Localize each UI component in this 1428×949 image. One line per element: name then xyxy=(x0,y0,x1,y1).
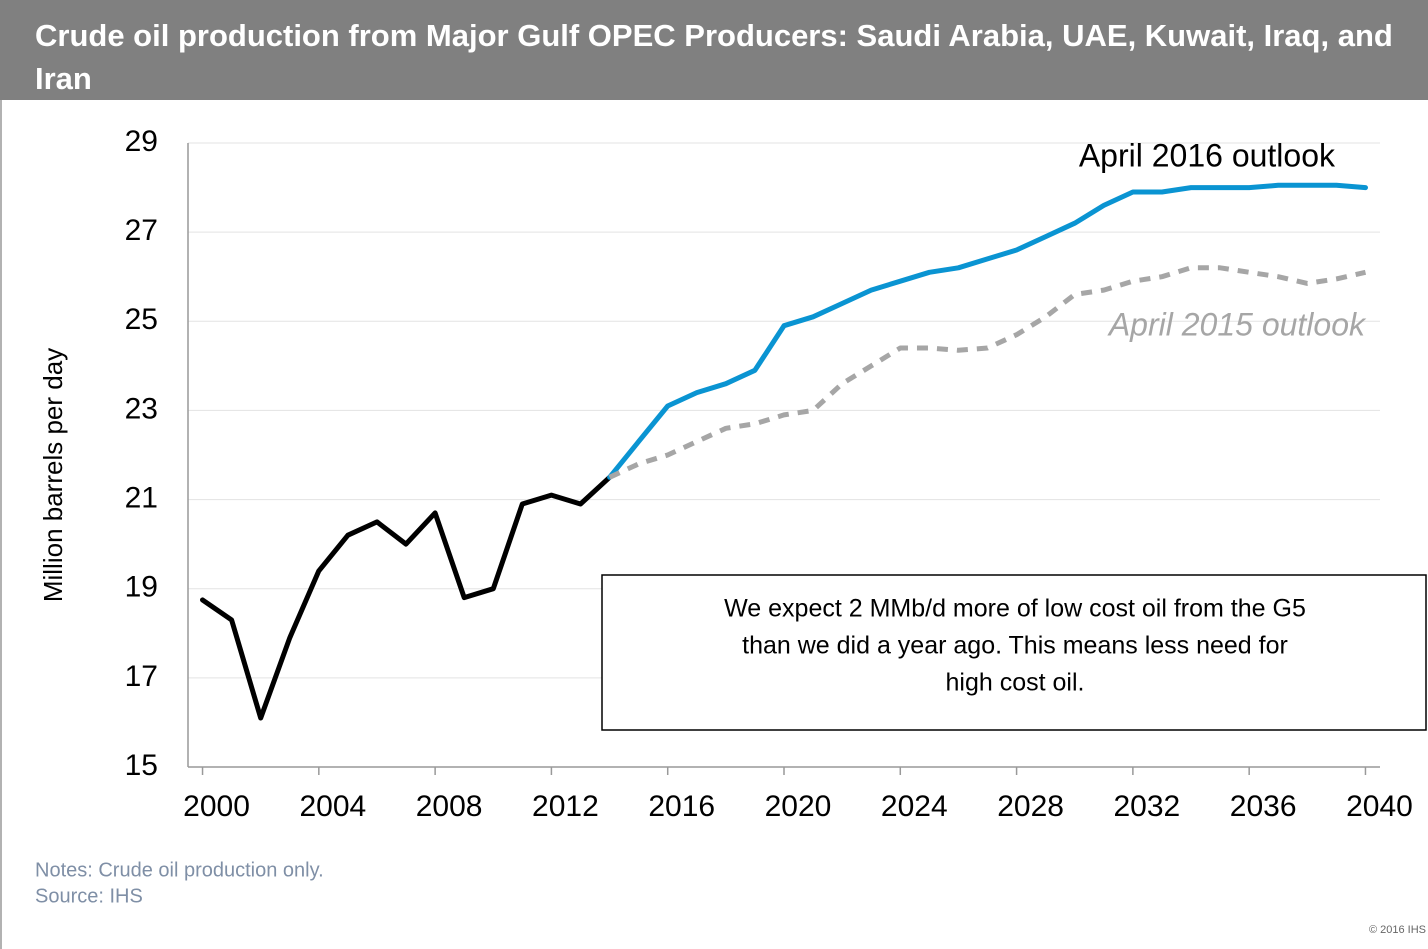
chart-title: Crude oil production from Major Gulf OPE… xyxy=(35,18,1393,96)
annotation-text: high cost oil. xyxy=(946,669,1085,697)
series-line xyxy=(200,474,613,721)
y-tick-label: 25 xyxy=(125,303,158,336)
annotation-text: than we did a year ago. This means less … xyxy=(742,632,1288,660)
x-tick-label: 2000 xyxy=(183,790,250,823)
annotation-text: We expect 2 MMb/d more of low cost oil f… xyxy=(724,595,1306,623)
y-tick-label: 15 xyxy=(125,749,158,782)
series-label: April 2015 outlook xyxy=(1107,306,1367,342)
series-label: April 2016 outlook xyxy=(1079,137,1336,173)
y-tick-label: 23 xyxy=(125,392,158,425)
y-tick-label: 17 xyxy=(125,660,158,693)
header: Crude oil production from Major Gulf OPE… xyxy=(0,0,1428,100)
annotation-box xyxy=(601,574,1427,731)
x-tick-label: 2008 xyxy=(416,790,483,823)
y-tick-label: 19 xyxy=(125,571,158,604)
series-line xyxy=(608,265,1367,480)
x-tick-label: 2036 xyxy=(1230,790,1297,823)
x-tick-label: 2012 xyxy=(532,790,599,823)
y-tick-label: 29 xyxy=(125,125,158,158)
x-tick-label: 2028 xyxy=(997,790,1064,823)
series-line xyxy=(607,182,1368,480)
x-tick-label: 2040 xyxy=(1346,790,1413,823)
x-tick-label: 2032 xyxy=(1114,790,1181,823)
notes: Notes: Crude oil production only. xyxy=(35,859,324,881)
x-tick-label: 2004 xyxy=(299,790,366,823)
x-tick-label: 2024 xyxy=(881,790,948,823)
y-tick-label: 21 xyxy=(125,481,158,514)
y-axis-label: Million barrels per day xyxy=(38,348,68,602)
y-tick-label: 27 xyxy=(125,214,158,247)
copyright: © 2016 IHS xyxy=(1369,924,1426,936)
x-tick-label: 2016 xyxy=(648,790,715,823)
source: Source: IHS xyxy=(35,885,143,907)
x-tick-label: 2020 xyxy=(765,790,832,823)
